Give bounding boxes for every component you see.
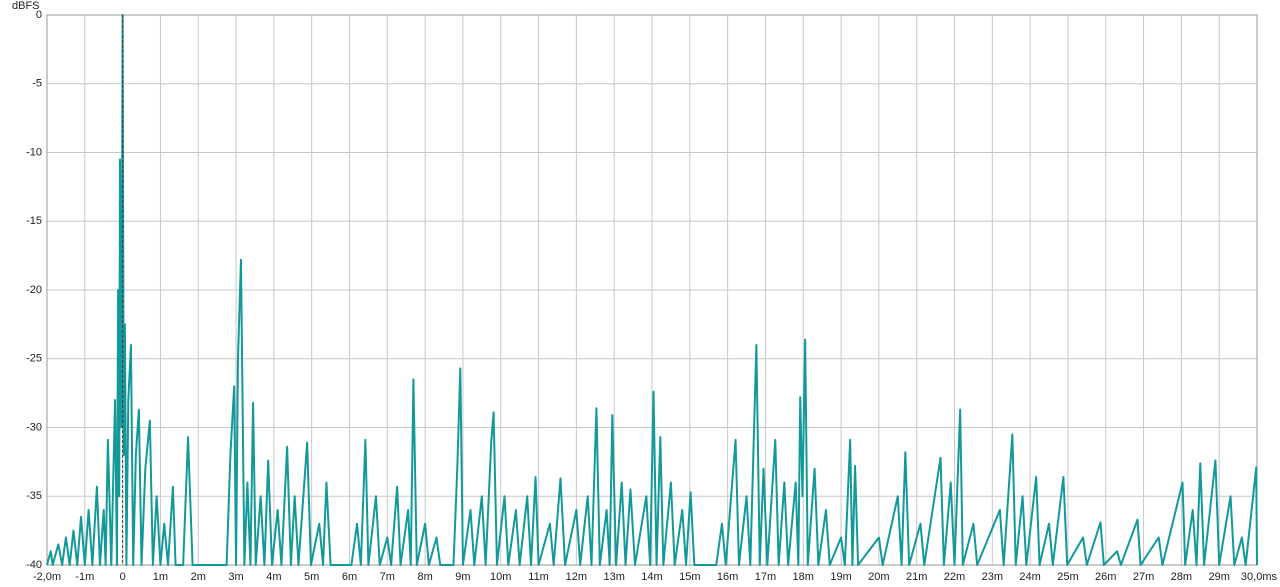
y-tick-label: 0 bbox=[36, 9, 42, 21]
x-tick-label: 16m bbox=[717, 571, 738, 583]
x-tick-label: 24m bbox=[1019, 571, 1040, 583]
x-tick-label: -1m bbox=[75, 571, 94, 583]
x-tick-label: 12m bbox=[566, 571, 587, 583]
x-tick-label: 26m bbox=[1095, 571, 1116, 583]
x-tick-label: 1m bbox=[153, 571, 168, 583]
x-tick-label: 15m bbox=[679, 571, 700, 583]
plot-frame bbox=[46, 14, 1258, 566]
x-tick-label: 0 bbox=[120, 571, 126, 583]
x-tick-label: 19m bbox=[830, 571, 851, 583]
x-tick-label: 7m bbox=[380, 571, 395, 583]
x-tick-label: 23m bbox=[982, 571, 1003, 583]
y-tick-label: -10 bbox=[26, 146, 42, 158]
y-tick-label: -15 bbox=[26, 215, 42, 227]
x-tick-label: 9m bbox=[455, 571, 470, 583]
x-tick-label: 25m bbox=[1057, 571, 1078, 583]
x-tick-label: -2,0m bbox=[33, 571, 61, 583]
x-tick-label: 5m bbox=[304, 571, 319, 583]
y-tick-label: -35 bbox=[26, 490, 42, 502]
y-tick-label: -40 bbox=[26, 559, 42, 571]
x-tick-label: 3m bbox=[228, 571, 243, 583]
x-tick-label: 6m bbox=[342, 571, 357, 583]
x-tick-label: 13m bbox=[603, 571, 624, 583]
impulse-line bbox=[46, 14, 1258, 566]
y-tick-label: -25 bbox=[26, 353, 42, 365]
x-tick-label: 28m bbox=[1171, 571, 1192, 583]
x-tick-label: 8m bbox=[417, 571, 432, 583]
x-tick-label: 30,0ms bbox=[1241, 571, 1278, 583]
x-tick-label: 4m bbox=[266, 571, 281, 583]
x-tick-label: 2m bbox=[191, 571, 206, 583]
x-tick-label: 17m bbox=[755, 571, 776, 583]
x-tick-label: 18m bbox=[793, 571, 814, 583]
x-tick-label: 14m bbox=[641, 571, 662, 583]
x-tick-label: 21m bbox=[906, 571, 927, 583]
x-tick-label: 20m bbox=[868, 571, 889, 583]
x-tick-label: 10m bbox=[490, 571, 511, 583]
y-tick-label: -30 bbox=[26, 421, 42, 433]
x-tick-label: 29m bbox=[1208, 571, 1229, 583]
x-tick-label: 27m bbox=[1133, 571, 1154, 583]
y-axis-title: dBFS bbox=[12, 0, 40, 12]
y-tick-label: -20 bbox=[26, 284, 42, 296]
x-tick-label: 22m bbox=[944, 571, 965, 583]
x-tick-label: 11m bbox=[528, 571, 549, 583]
y-tick-label: -5 bbox=[32, 78, 42, 90]
